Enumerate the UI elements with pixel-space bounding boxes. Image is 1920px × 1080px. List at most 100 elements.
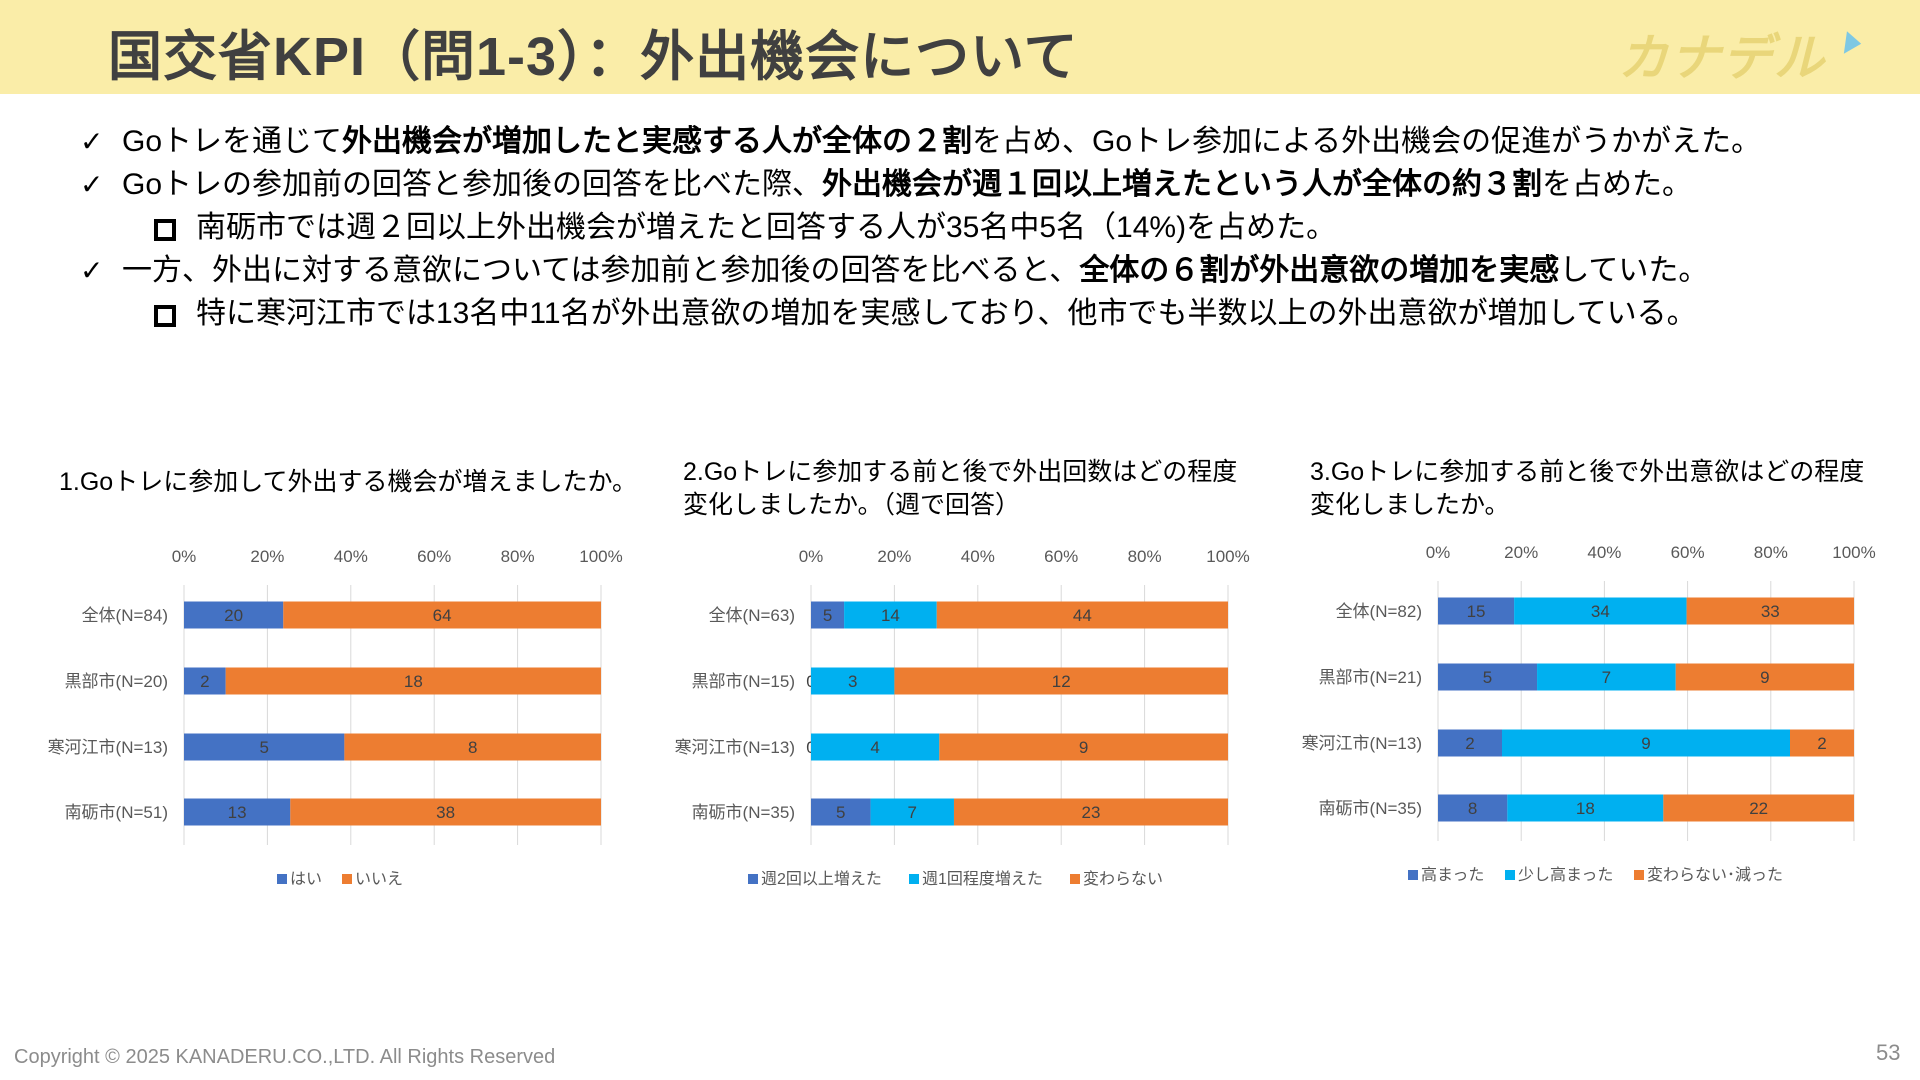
- bar-segment: [290, 798, 601, 826]
- category-label: 全体(N=63): [709, 606, 795, 625]
- data-label: 22: [1749, 799, 1768, 818]
- data-label: 5: [259, 738, 268, 757]
- bar-segment: [811, 733, 940, 761]
- data-label: 18: [1576, 799, 1595, 818]
- data-label: 33: [1761, 602, 1780, 621]
- category-label: 黒部市(N=15): [692, 672, 795, 691]
- category-label: 南砺市(N=51): [65, 803, 168, 822]
- data-label: 23: [1082, 803, 1101, 822]
- legend-label: 変わらない･減った: [1647, 866, 1783, 884]
- legend-swatch: [277, 874, 287, 884]
- bar-segment: [953, 798, 1228, 826]
- data-label: 64: [433, 606, 452, 625]
- chart-2-title: 2.Goトレに参加する前と後で外出回数はどの程度 変化しましたか。（週で回答）: [683, 458, 1238, 519]
- bar-segment: [1675, 663, 1854, 691]
- bullet-text: Goトレの参加前の回答と参加後の回答を比べた際、: [122, 168, 823, 201]
- x-tick-label: 40%: [334, 547, 368, 566]
- legend-swatch: [909, 874, 919, 884]
- bar-segment: [844, 601, 937, 629]
- legend-swatch: [1505, 870, 1515, 880]
- legend-swatch: [1634, 870, 1644, 880]
- bar-segment: [1790, 729, 1854, 757]
- bullet-text: していた。: [1559, 254, 1709, 287]
- bar-segment: [283, 601, 601, 629]
- data-label: 15: [1467, 602, 1486, 621]
- check-icon: ✓: [80, 126, 104, 157]
- data-label: 34: [1591, 602, 1610, 621]
- x-tick-label: 0%: [172, 547, 197, 566]
- bar-segment: [1438, 597, 1515, 625]
- bar-segment: [225, 667, 601, 695]
- data-label: 8: [1468, 799, 1477, 818]
- data-label: 9: [1079, 738, 1088, 757]
- bar-segment: [1537, 663, 1676, 691]
- x-tick-label: 80%: [501, 547, 535, 566]
- data-label: 3: [848, 672, 857, 691]
- legend-label: はい: [290, 871, 322, 888]
- legend-label: 変わらない: [1083, 870, 1163, 888]
- bar-segment: [811, 667, 895, 695]
- legend-label: 週2回以上増えた: [761, 870, 882, 888]
- data-label: 20: [224, 606, 243, 625]
- bar-segment: [344, 733, 601, 761]
- bullet-emphasis: 全体の６割が外出意欲の増加を実感: [1079, 254, 1560, 287]
- data-label: 18: [404, 672, 423, 691]
- data-label: 2: [1817, 734, 1826, 753]
- data-label: 5: [836, 803, 845, 822]
- bar-segment: [1663, 794, 1854, 822]
- data-label: 9: [1760, 668, 1769, 687]
- legend-swatch: [342, 874, 352, 884]
- header-bar: 国交省KPI（問1-3）：外出機会について カナデル: [0, 0, 1920, 94]
- x-tick-label: 20%: [877, 547, 911, 566]
- x-tick-label: 60%: [417, 547, 451, 566]
- bar-segment: [1438, 729, 1502, 757]
- data-label: 38: [436, 803, 455, 822]
- bullet-emphasis: 外出機会が週１回以上増えたという人が全体の約３割: [822, 168, 1543, 201]
- data-label: 13: [228, 803, 247, 822]
- x-tick-label: 20%: [1504, 543, 1538, 562]
- bar-segment: [1507, 794, 1664, 822]
- x-tick-label: 60%: [1671, 543, 1705, 562]
- category-label: 全体(N=84): [82, 606, 168, 625]
- x-tick-label: 100%: [579, 547, 622, 566]
- data-label: 14: [881, 606, 900, 625]
- x-tick-label: 0%: [799, 547, 824, 566]
- category-label: 寒河江市(N=13): [1302, 734, 1422, 753]
- bullet-text: 特に寒河江市では13名中11名が外出意欲の増加を実感しており、他市でも半数以上の…: [196, 297, 1697, 330]
- x-tick-label: 80%: [1754, 543, 1788, 562]
- bar-segment: [811, 798, 871, 826]
- data-label: 8: [468, 738, 477, 757]
- data-label: 44: [1073, 606, 1092, 625]
- legend-label: 高まった: [1421, 866, 1484, 884]
- data-label: 7: [908, 803, 917, 822]
- bullet-emphasis: 外出機会が増加したと実感する人が全体の２割: [342, 125, 973, 158]
- bar-segment: [1502, 729, 1790, 757]
- legend-label: いいえ: [355, 871, 403, 888]
- bar-segment: [1686, 597, 1854, 625]
- legend-swatch: [1408, 870, 1418, 880]
- x-tick-label: 0%: [1426, 543, 1451, 562]
- bullet-text: 一方、外出に対する意欲については参加前と参加後の回答を比べると、: [122, 254, 1080, 287]
- category-label: 黒部市(N=21): [1319, 668, 1422, 687]
- category-label: 南砺市(N=35): [692, 803, 795, 822]
- bar-segment: [1438, 663, 1538, 691]
- legend-swatch: [1070, 874, 1080, 884]
- legend-label: 少し高まった: [1518, 866, 1613, 884]
- bullet-text: 南砺市では週２回以上外出機会が増えたと回答する人が35名中5名（14%)を占めた…: [196, 211, 1337, 244]
- data-label: 9: [1641, 734, 1650, 753]
- check-icon: ✓: [80, 169, 104, 200]
- x-tick-label: 40%: [1587, 543, 1621, 562]
- square-bullet-icon: [154, 219, 176, 241]
- bar-segment: [936, 601, 1228, 629]
- bar-segment: [939, 733, 1228, 761]
- data-label: 5: [1483, 668, 1492, 687]
- bullet-text: Goトレを通じて: [122, 125, 343, 158]
- data-label: 2: [1465, 734, 1474, 753]
- copyright: Copyright © 2025 KANADERU.CO.,LTD. All R…: [14, 1046, 556, 1068]
- page-number: 53: [1876, 1040, 1901, 1065]
- chart-3-title: 3.Goトレに参加する前と後で外出意欲はどの程度 変化しましたか。: [1310, 458, 1865, 519]
- bar-segment: [1438, 794, 1508, 822]
- data-label: 2: [200, 672, 209, 691]
- x-tick-label: 40%: [961, 547, 995, 566]
- category-label: 全体(N=82): [1336, 602, 1422, 621]
